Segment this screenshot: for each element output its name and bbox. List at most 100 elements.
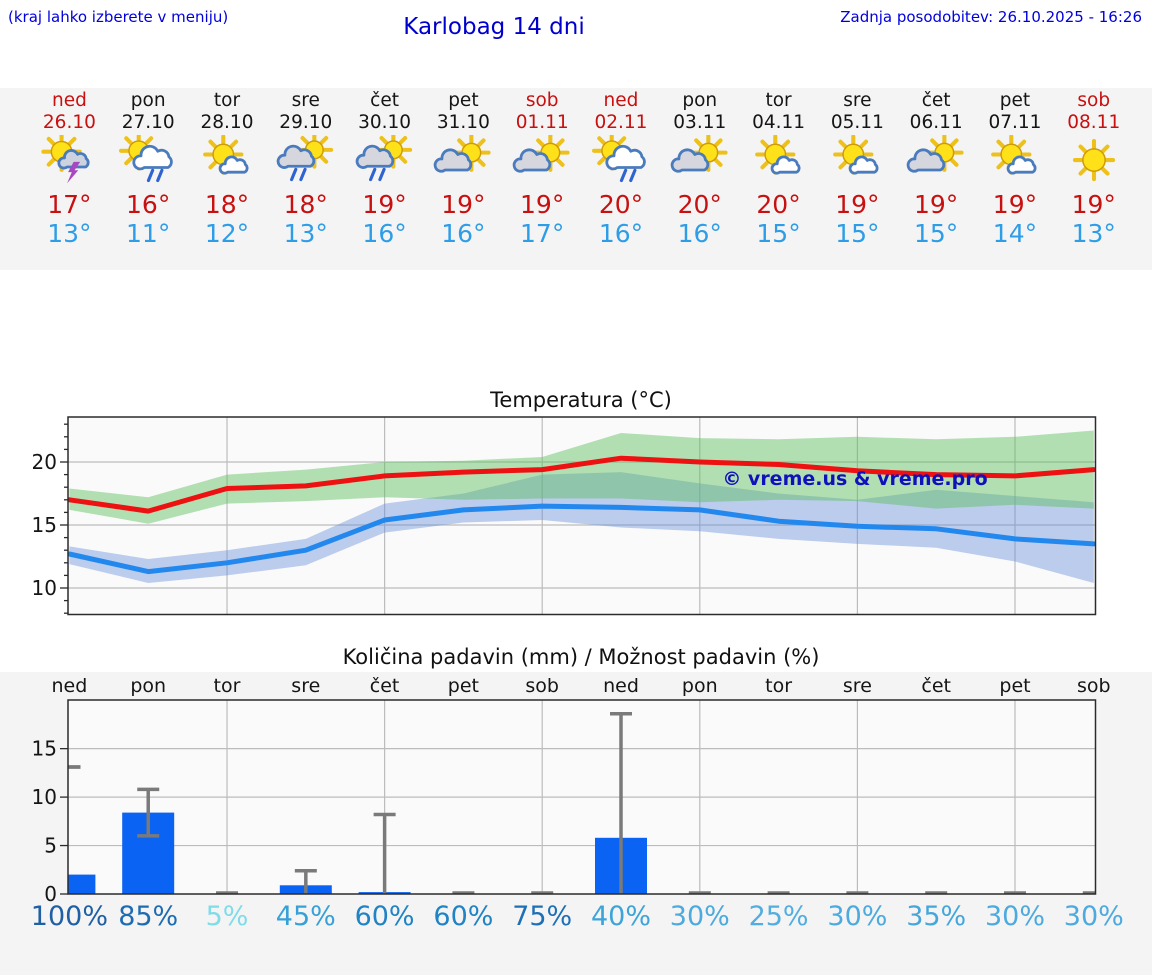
- cloud-icon-part: [605, 144, 646, 171]
- page-title: Karlobag 14 dni: [403, 14, 585, 40]
- low-temperature: 11°: [126, 219, 171, 248]
- cloud-icon-part: [355, 144, 394, 169]
- temp-max-band: [69, 430, 1094, 524]
- high-temperature: 20°: [677, 190, 722, 219]
- high-temperature: 19°: [1071, 190, 1116, 219]
- day-name: pon: [682, 90, 718, 111]
- svg-text:pet: pet: [999, 675, 1030, 697]
- low-temperature: 15°: [914, 219, 959, 248]
- svg-text:čet: čet: [370, 675, 400, 697]
- sun-icon: [1072, 138, 1115, 182]
- cloud-icon-part: [434, 148, 473, 173]
- day-column: sre 05.11 19° 15°: [818, 88, 897, 270]
- day-name: sob: [1077, 90, 1111, 111]
- high-temperature: 18°: [283, 190, 328, 219]
- day-date: 07.11: [988, 112, 1042, 133]
- svg-text:sre: sre: [291, 675, 320, 697]
- lightning-icon-part: [67, 161, 81, 184]
- svg-text:0: 0: [44, 882, 57, 906]
- sun-smallcloud-icon: [203, 135, 249, 175]
- low-temperature: 16°: [362, 219, 407, 248]
- day-name: sre: [843, 90, 872, 111]
- svg-text:sre: sre: [843, 675, 872, 697]
- cloud-icon-part: [276, 144, 315, 169]
- precip-y-ticks: [60, 748, 68, 895]
- daily-forecast-strip: ned 26.10 17° 13° pon 27.10 16° 11° tor …: [0, 88, 1152, 270]
- menu-hint-note: (kraj lahko izberete v meniju): [8, 8, 229, 26]
- temperature-chart-title: Temperatura (°C): [490, 388, 672, 412]
- temp-min-line: [68, 503, 1096, 575]
- sun-smallcloud-icon: [754, 135, 801, 175]
- day-column: pet 31.10 19° 16°: [424, 88, 503, 270]
- day-date: 31.10: [436, 112, 490, 133]
- day-column: ned 26.10 17° 13°: [30, 88, 109, 270]
- day-date: 27.10: [121, 112, 175, 133]
- svg-text:sob: sob: [1077, 675, 1111, 697]
- svg-text:pon: pon: [130, 675, 166, 697]
- high-temperature: 19°: [914, 190, 959, 219]
- high-temperature: 17°: [47, 190, 92, 219]
- day-column: pet 07.11 19° 14°: [976, 88, 1055, 270]
- high-temperature: 18°: [204, 190, 250, 219]
- svg-text:tor: tor: [214, 675, 241, 697]
- cloud-icon-part: [906, 148, 946, 173]
- temp-max-line: [68, 455, 1096, 514]
- svg-text:25%: 25%: [749, 901, 809, 932]
- rain-icon-part: [289, 167, 307, 182]
- day-column: sob 08.11 19° 13°: [1054, 88, 1133, 270]
- svg-text:75%: 75%: [512, 901, 572, 932]
- day-column: tor 28.10 18° 12°: [188, 88, 267, 270]
- cloud-icon-part: [1006, 155, 1037, 175]
- svg-text:100%: 100%: [31, 901, 108, 932]
- high-temperature: 19°: [835, 190, 880, 219]
- temp-y-ticks: [60, 423, 68, 614]
- temp-y-tick-labels: 10 15 20: [32, 450, 57, 600]
- day-name: ned: [51, 90, 87, 111]
- low-temperature: 13°: [1071, 219, 1116, 248]
- day-date: 28.10: [200, 112, 254, 133]
- sun-smallcloud-icon: [833, 135, 879, 175]
- high-temperature: 19°: [520, 190, 565, 219]
- high-temperature: 19°: [441, 190, 486, 219]
- svg-text:30%: 30%: [1064, 901, 1124, 932]
- sun-cloud-storm-icon: [41, 135, 90, 184]
- day-date: 02.11: [594, 112, 648, 133]
- svg-text:10: 10: [32, 576, 57, 600]
- day-column: pon 27.10 16° 11°: [109, 88, 188, 270]
- cloud-icon-part: [512, 148, 552, 173]
- sun-smallcloud-icon: [991, 135, 1037, 175]
- day-date: 26.10: [42, 112, 96, 133]
- cloud-icon-part: [849, 155, 879, 175]
- day-date: 04.11: [752, 112, 806, 133]
- precip-plot-border: [67, 699, 1097, 895]
- day-column: sob 01.11 19° 17°: [503, 88, 582, 270]
- cloud-sun-icon: [434, 135, 491, 173]
- svg-text:15: 15: [32, 737, 57, 761]
- rain-icon-part: [147, 168, 164, 183]
- high-temperature: 20°: [756, 190, 801, 219]
- day-date: 29.10: [279, 112, 333, 133]
- day-name: pet: [448, 90, 479, 111]
- low-temperature: 16°: [677, 219, 722, 248]
- cloud-icon-part: [218, 155, 249, 175]
- rain-icon-part: [619, 168, 637, 183]
- svg-text:30%: 30%: [670, 901, 730, 932]
- cloud-sun-icon: [670, 135, 728, 173]
- svg-text:60%: 60%: [433, 901, 493, 932]
- svg-text:35%: 35%: [906, 901, 966, 932]
- temp-grid: [68, 417, 1096, 615]
- day-name: sre: [291, 90, 320, 111]
- cloud-icon-part: [57, 149, 90, 170]
- svg-text:tor: tor: [765, 675, 792, 697]
- svg-text:45%: 45%: [276, 901, 336, 932]
- high-temperature: 19°: [362, 190, 407, 219]
- day-column: čet 06.11 19° 15°: [897, 88, 976, 270]
- high-temperature: 19°: [992, 190, 1038, 219]
- svg-text:5%: 5%: [206, 901, 249, 932]
- precip-probability-labels: 100% 85% 5% 45% 60% 60% 75% 40% 30% 25% 30% 35% 30% 3…: [31, 901, 1124, 932]
- high-temperature: 16°: [126, 190, 171, 219]
- day-name: ned: [603, 90, 639, 111]
- day-column: tor 04.11 20° 15°: [739, 88, 818, 270]
- sun-cloud-rain-icon: [591, 135, 646, 183]
